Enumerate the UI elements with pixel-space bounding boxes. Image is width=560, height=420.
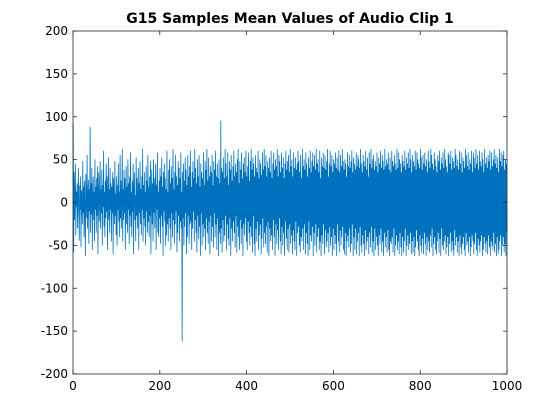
- series-line-0: [72, 120, 508, 342]
- y-tick-label: 0: [60, 196, 68, 210]
- y-tick-label: 200: [45, 24, 68, 38]
- y-tick-label: 100: [45, 110, 68, 124]
- y-tick-label: -100: [41, 281, 68, 295]
- axes: 0 200 400 600 800 1000 -200 -150 -100 -50 0 50 100 15…: [41, 24, 523, 393]
- y-tick-label: 50: [53, 153, 68, 167]
- chart-title: G15 Samples Mean Values of Audio Clip 1: [126, 11, 453, 27]
- y-tick-label: -200: [41, 367, 68, 381]
- x-tick-label: 600: [322, 379, 345, 393]
- plot-area: [72, 31, 508, 374]
- x-tick-label: 1000: [492, 379, 523, 393]
- x-tick-label: 400: [235, 379, 258, 393]
- x-tick-label: 200: [148, 379, 171, 393]
- y-tick-label: -150: [41, 324, 68, 338]
- y-tick-label: 150: [45, 67, 68, 81]
- x-tick-label: 800: [409, 379, 432, 393]
- x-tick-label: 0: [69, 379, 77, 393]
- y-tick-label: -50: [48, 238, 68, 252]
